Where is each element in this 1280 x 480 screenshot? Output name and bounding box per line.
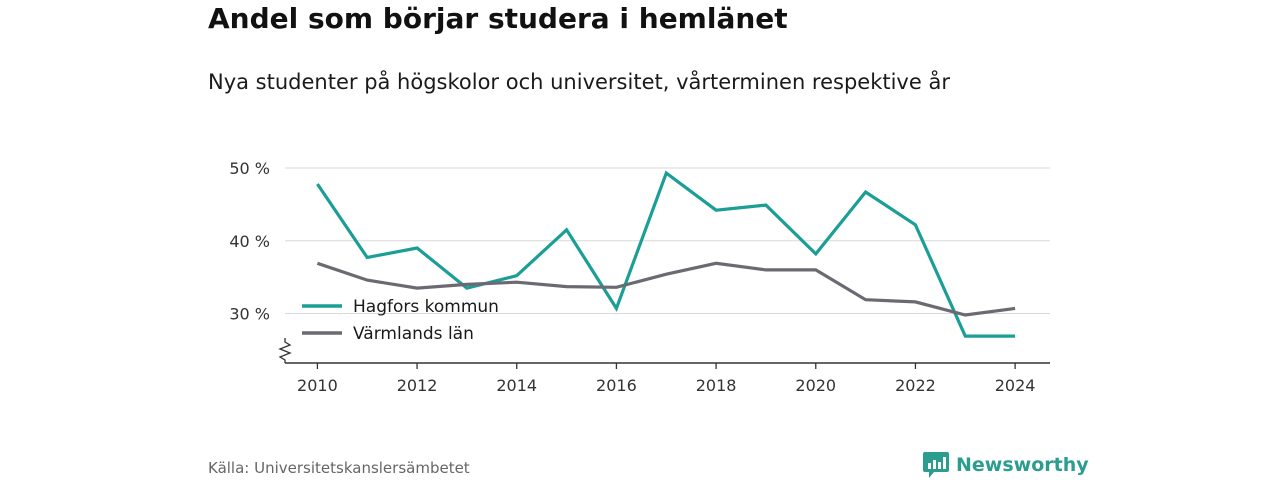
chart-title: Andel som börjar studera i hemlänet: [208, 2, 788, 35]
x-tick-label: 2010: [297, 376, 338, 395]
x-axis: [278, 338, 1050, 364]
legend: Hagfors kommun Värmlands län: [302, 297, 499, 344]
x-tick-label: 2018: [696, 376, 737, 395]
brand-logo: Newsworthy: [922, 450, 1089, 480]
y-tick-label: 40 %: [229, 232, 270, 251]
series-line-hagfors: [316, 170, 1016, 338]
axis-break-icon: [278, 338, 292, 363]
x-tick-label: 2020: [795, 376, 836, 395]
x-tick-label: 2024: [995, 376, 1036, 395]
x-axis-ticks: 2010 2012 2014 2016 2018 2020 2022 2024: [297, 363, 1035, 395]
x-tick-label: 2012: [397, 376, 438, 395]
legend-label: Hagfors kommun: [353, 297, 499, 317]
gridlines: [285, 167, 1050, 315]
newsworthy-logo-icon: [923, 452, 949, 478]
brand-name: Newsworthy: [956, 454, 1089, 476]
line-chart: 30 % 40 % 50 % 2010 2012 2014 2016 2018 2020 202…: [229, 159, 1050, 395]
x-tick-label: 2016: [596, 376, 637, 395]
x-tick-label: 2014: [496, 376, 537, 395]
y-axis-ticks: 30 % 40 % 50 %: [229, 159, 270, 324]
source-note: Källa: Universitetskanslersämbetet: [208, 459, 470, 477]
series-lines: [316, 170, 1016, 338]
chart-subtitle: Nya studenter på högskolor och universit…: [208, 70, 950, 94]
x-tick-label: 2022: [895, 376, 936, 395]
y-tick-label: 30 %: [229, 305, 270, 324]
y-tick-label: 50 %: [229, 159, 270, 178]
series-line-varmland: [316, 261, 1016, 317]
legend-label: Värmlands län: [353, 324, 474, 344]
